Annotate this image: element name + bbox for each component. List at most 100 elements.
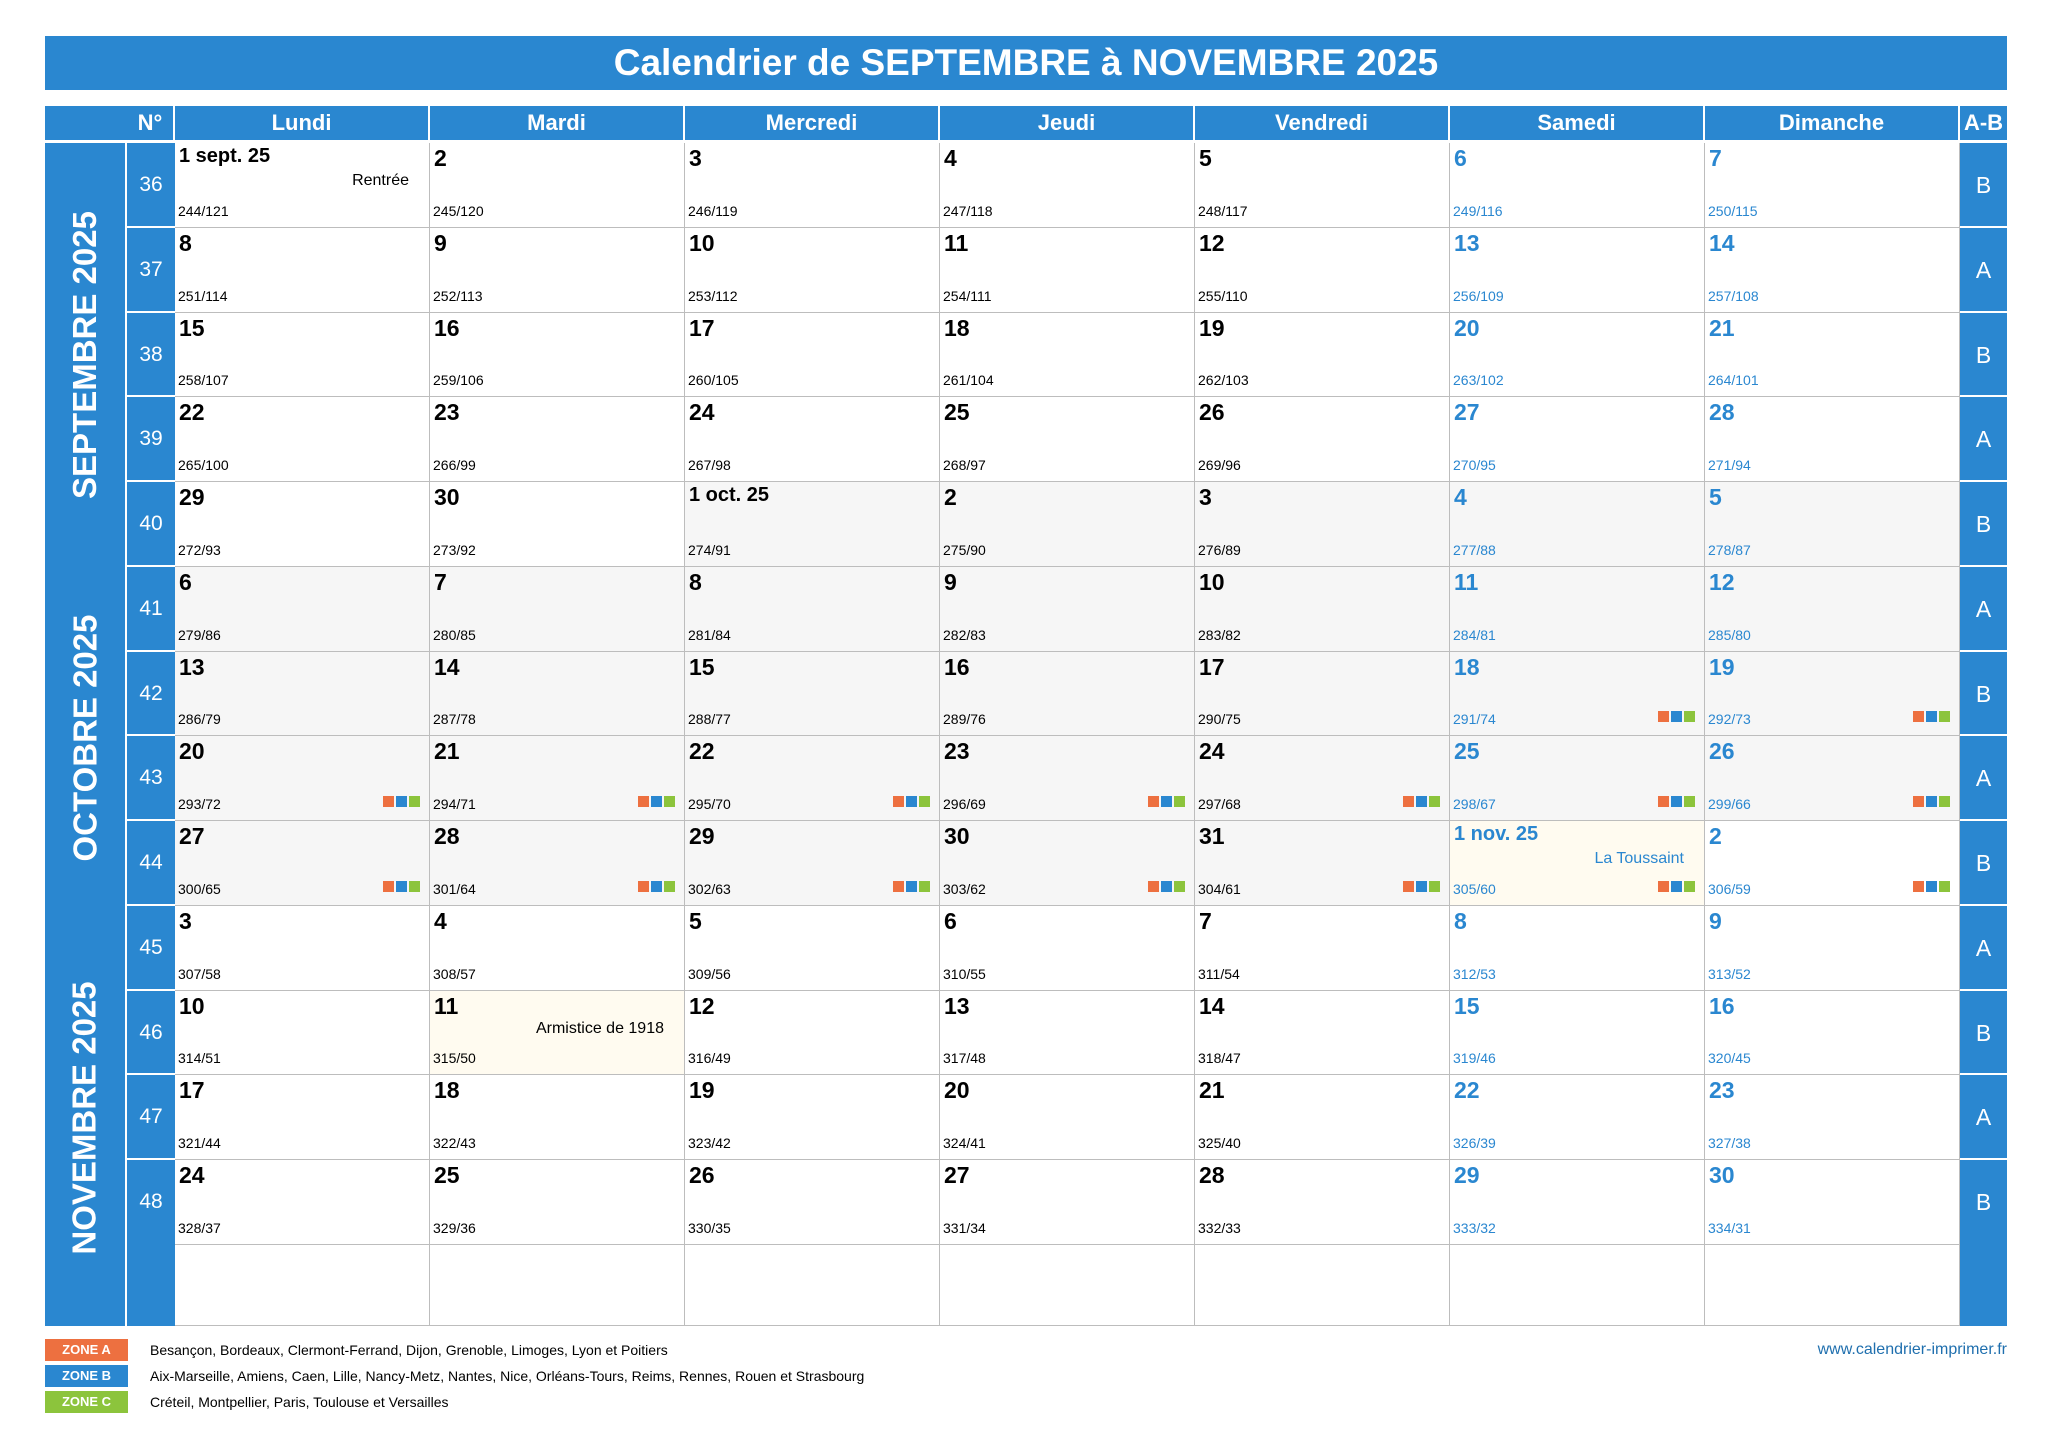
day-cell-tuesday[interactable]: 11 Armistice de 1918 315/50: [430, 990, 685, 1076]
day-cell-sunday[interactable]: 14 257/108: [1705, 227, 1960, 313]
day-cell-monday[interactable]: 15 258/107: [175, 312, 430, 398]
day-cell-wednesday[interactable]: 12 316/49: [685, 990, 940, 1076]
day-cell-saturday[interactable]: 25 298/67: [1450, 736, 1705, 821]
day-cell-sunday[interactable]: 30 334/31: [1705, 1160, 1960, 1245]
day-cell-tuesday[interactable]: 14 287/78: [430, 651, 685, 737]
day-cell-tuesday[interactable]: 4 308/57: [430, 905, 685, 991]
day-cell-friday[interactable]: 3 276/89: [1195, 482, 1450, 567]
day-cell-sunday[interactable]: 21 264/101: [1705, 312, 1960, 398]
day-cell-wednesday[interactable]: 24 267/98: [685, 397, 940, 482]
day-cell-wednesday[interactable]: 26 330/35: [685, 1160, 940, 1245]
day-cell-friday[interactable]: 28 332/33: [1195, 1160, 1450, 1245]
day-cell-sunday[interactable]: 16 320/45: [1705, 990, 1960, 1076]
day-cell-friday[interactable]: 31 304/61: [1195, 821, 1450, 906]
day-cell-thursday[interactable]: 6 310/55: [940, 905, 1195, 991]
day-cell-friday[interactable]: 19 262/103: [1195, 312, 1450, 398]
day-of-year: 250/115: [1708, 202, 1758, 219]
day-cell-saturday[interactable]: 8 312/53: [1450, 905, 1705, 991]
day-cell-thursday[interactable]: 20 324/41: [940, 1075, 1195, 1160]
day-of-year: 264/101: [1708, 372, 1759, 389]
day-cell-friday[interactable]: 10 283/82: [1195, 566, 1450, 652]
week-number: 39: [127, 397, 175, 482]
day-cell-tuesday[interactable]: 18 322/43: [430, 1075, 685, 1160]
day-cell-sunday[interactable]: 26 299/66: [1705, 736, 1960, 821]
day-cell-sunday[interactable]: 9 313/52: [1705, 905, 1960, 991]
day-cell-tuesday[interactable]: 30 273/92: [430, 482, 685, 567]
day-cell-monday[interactable]: 22 265/100: [175, 397, 430, 482]
day-cell-friday[interactable]: 12 255/110: [1195, 227, 1450, 313]
day-cell-thursday[interactable]: 16 289/76: [940, 651, 1195, 737]
day-cell-saturday[interactable]: 18 291/74: [1450, 651, 1705, 737]
website-link[interactable]: www.calendrier-imprimer.fr: [1817, 1341, 2007, 1358]
day-cell-thursday[interactable]: 30 303/62: [940, 821, 1195, 906]
day-cell-saturday[interactable]: 15 319/46: [1450, 990, 1705, 1076]
day-cell-saturday[interactable]: 27 270/95: [1450, 397, 1705, 482]
day-cell-saturday[interactable]: 11 284/81: [1450, 566, 1705, 652]
day-cell-wednesday[interactable]: 8 281/84: [685, 566, 940, 652]
day-cell-tuesday[interactable]: 21 294/71: [430, 736, 685, 821]
day-cell-friday[interactable]: 26 269/96: [1195, 397, 1450, 482]
day-cell-saturday[interactable]: 29 333/32: [1450, 1160, 1705, 1245]
day-cell-friday[interactable]: 17 290/75: [1195, 651, 1450, 737]
day-cell-wednesday[interactable]: 19 323/42: [685, 1075, 940, 1160]
day-cell-wednesday[interactable]: 17 260/105: [685, 312, 940, 398]
day-cell-tuesday[interactable]: 7 280/85: [430, 566, 685, 652]
day-cell-wednesday[interactable]: 22 295/70: [685, 736, 940, 821]
day-cell-thursday[interactable]: 2 275/90: [940, 482, 1195, 567]
day-cell-sunday[interactable]: 19 292/73: [1705, 651, 1960, 737]
day-cell-tuesday[interactable]: 25 329/36: [430, 1160, 685, 1245]
day-cell-tuesday[interactable]: 28 301/64: [430, 821, 685, 906]
day-cell-monday[interactable]: 10 314/51: [175, 990, 430, 1076]
day-cell-sunday[interactable]: 7 250/115: [1705, 143, 1960, 228]
day-cell-thursday[interactable]: 9 282/83: [940, 566, 1195, 652]
day-cell-tuesday[interactable]: 16 259/106: [430, 312, 685, 398]
day-cell-wednesday[interactable]: 10 253/112: [685, 227, 940, 313]
day-cell-thursday[interactable]: 27 331/34: [940, 1160, 1195, 1245]
day-cell-monday[interactable]: 6 279/86: [175, 566, 430, 652]
day-cell-sunday[interactable]: 12 285/80: [1705, 566, 1960, 652]
day-cell-monday[interactable]: 24 328/37: [175, 1160, 430, 1245]
day-cell-monday[interactable]: 27 300/65: [175, 821, 430, 906]
day-cell-wednesday[interactable]: 29 302/63: [685, 821, 940, 906]
day-cell-monday[interactable]: 29 272/93: [175, 482, 430, 567]
day-cell-thursday[interactable]: 11 254/111: [940, 227, 1195, 313]
day-of-year: 304/61: [1198, 880, 1241, 897]
day-cell-friday[interactable]: 24 297/68: [1195, 736, 1450, 821]
day-cell-monday[interactable]: 13 286/79: [175, 651, 430, 737]
day-cell-tuesday[interactable]: 9 252/113: [430, 227, 685, 313]
day-cell-monday[interactable]: 17 321/44: [175, 1075, 430, 1160]
day-cell-wednesday[interactable]: 1 oct. 25 274/91: [685, 482, 940, 567]
day-cell-sunday[interactable]: 2 306/59: [1705, 821, 1960, 906]
day-cell-friday[interactable]: 5 248/117: [1195, 143, 1450, 228]
day-cell-monday[interactable]: 1 sept. 25 Rentrée 244/121: [175, 143, 430, 228]
day-cell-thursday[interactable]: 25 268/97: [940, 397, 1195, 482]
zone-c-marker-icon: [919, 880, 930, 892]
day-cell-saturday[interactable]: 1 nov. 25 La Toussaint 305/60: [1450, 821, 1705, 906]
day-cell-thursday[interactable]: 18 261/104: [940, 312, 1195, 398]
day-cell-monday[interactable]: 20 293/72: [175, 736, 430, 821]
day-cell-thursday[interactable]: 13 317/48: [940, 990, 1195, 1076]
day-cell-saturday[interactable]: 22 326/39: [1450, 1075, 1705, 1160]
day-cell-sunday[interactable]: 28 271/94: [1705, 397, 1960, 482]
day-cell-sunday[interactable]: 23 327/38: [1705, 1075, 1960, 1160]
day-cell-friday[interactable]: 14 318/47: [1195, 990, 1450, 1076]
day-cell-monday[interactable]: 8 251/114: [175, 227, 430, 313]
zone-a-marker-icon: [1148, 880, 1159, 892]
day-cell-tuesday[interactable]: 2 245/120: [430, 143, 685, 228]
day-cell-saturday[interactable]: 20 263/102: [1450, 312, 1705, 398]
day-cell-friday[interactable]: 7 311/54: [1195, 905, 1450, 991]
week-ab-label: A: [1960, 397, 2007, 482]
day-cell-monday[interactable]: 3 307/58: [175, 905, 430, 991]
day-cell-saturday[interactable]: 6 249/116: [1450, 143, 1705, 228]
day-cell-wednesday[interactable]: 3 246/119: [685, 143, 940, 228]
day-cell-sunday[interactable]: 5 278/87: [1705, 482, 1960, 567]
day-cell-thursday[interactable]: 23 296/69: [940, 736, 1195, 821]
day-cell-thursday[interactable]: 4 247/118: [940, 143, 1195, 228]
day-of-year: 286/79: [178, 711, 221, 728]
day-cell-wednesday[interactable]: 5 309/56: [685, 905, 940, 991]
day-cell-friday[interactable]: 21 325/40: [1195, 1075, 1450, 1160]
day-cell-tuesday[interactable]: 23 266/99: [430, 397, 685, 482]
day-cell-saturday[interactable]: 4 277/88: [1450, 482, 1705, 567]
day-cell-saturday[interactable]: 13 256/109: [1450, 227, 1705, 313]
day-cell-wednesday[interactable]: 15 288/77: [685, 651, 940, 737]
